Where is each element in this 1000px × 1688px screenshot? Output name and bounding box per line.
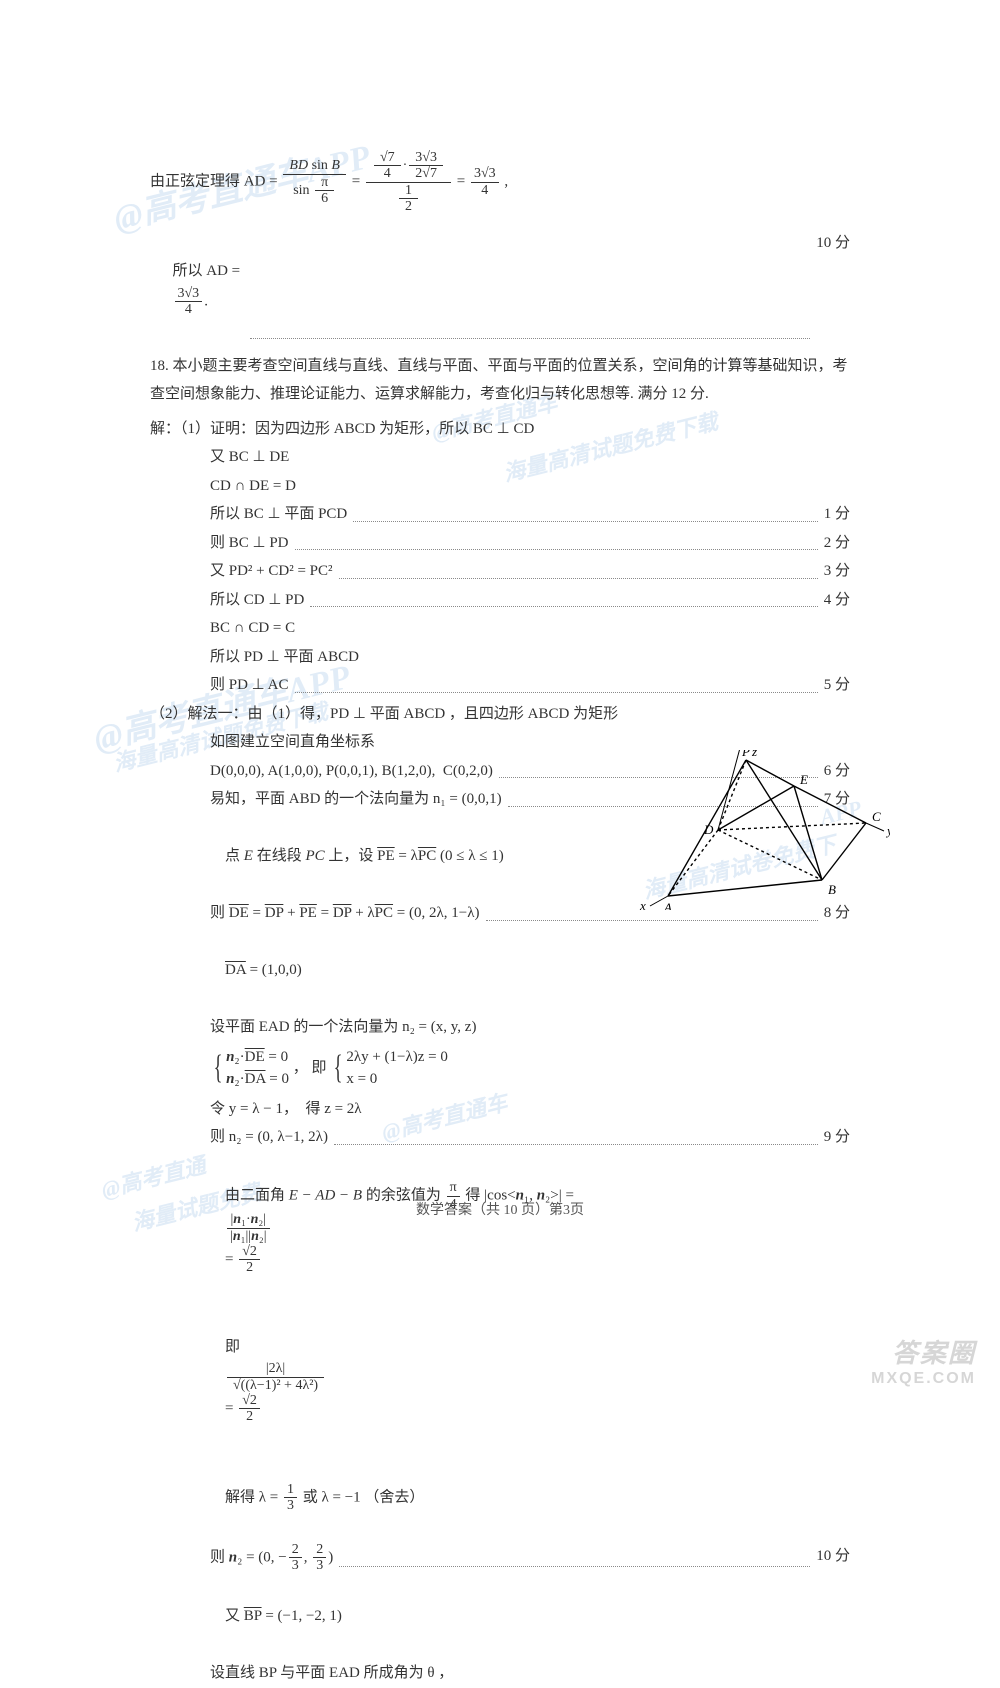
l-pd2: 又 PD² + CD² = PC² 3 分: [150, 557, 850, 586]
n2-result: 则 n₂ = (0, λ−1, 2λ) 9 分: [150, 1123, 850, 1152]
sol2-lead: （2）解法一：由（1）得，PD ⊥ 平面 ABCD ，且四边形 ABCD 为矩形: [150, 700, 850, 729]
solve-lambda: 解得 λ = 13 或 λ = −1 （舍去）: [150, 1453, 850, 1542]
ie-eq: 即 |2λ|√((λ−1)² + 4λ²) = √22: [150, 1304, 850, 1453]
l-bc-cap: BC ∩ CD = C: [150, 614, 850, 643]
svg-text:D: D: [703, 822, 714, 837]
l-bc-pcd: 所以 BC ⊥ 平面 PCD 1 分: [150, 500, 850, 529]
sol1-lead: 解：（1）证明：因为四边形 ABCD 为矩形，所以 BC ⊥ CD: [150, 415, 850, 444]
deriv-prefix: 由正弦定理得 AD =: [150, 174, 281, 190]
angle-setup: 设直线 BP 与平面 EAD 所成角为 θ ，: [150, 1659, 850, 1688]
line-ad-result: 所以 AD = 3√34. 10 分: [150, 229, 850, 346]
spatial-figure: z y x D A B C P E: [630, 750, 890, 910]
svg-text:C: C: [872, 809, 881, 824]
l-bc-de: 又 BC ⊥ DE: [150, 443, 850, 472]
bp-vector: 又 BP = (−1, −2, 1): [150, 1574, 850, 1660]
l-cd-pd: 所以 CD ⊥ PD 4 分: [150, 586, 850, 615]
l-pd-ac: 则 PD ⊥ AC 5 分: [150, 671, 850, 700]
frac-left: BD sin B sin π6: [283, 158, 346, 206]
l-cd-de: CD ∩ DE = D: [150, 472, 850, 501]
l-pd-abcd: 所以 PD ⊥ 平面 ABCD: [150, 643, 850, 672]
let-y: 令 y = λ − 1， 得 z = 2λ: [150, 1095, 850, 1124]
svg-text:P: P: [741, 750, 750, 759]
page-footer: 数学答案（共 10 页）第3页: [0, 1199, 1000, 1219]
l-bc-pd: 则 BC ⊥ PD 2 分: [150, 529, 850, 558]
n2-setup: 设平面 EAD 的一个法向量为 n₂ = (x, y, z): [150, 1013, 850, 1042]
deriv-suffix: ,: [504, 174, 508, 190]
dihedral: 由二面角 E − AD − B 的余弦值为 π4 得 |cos<n₁, n₂>|…: [150, 1152, 850, 1304]
frac-mid: √74·3√32√7 12: [366, 150, 451, 215]
svg-text:E: E: [799, 772, 808, 787]
svg-text:A: A: [663, 900, 672, 910]
derivation-sine-theorem: 由正弦定理得 AD = BD sin B sin π6 = √74·3√32√7…: [150, 150, 850, 215]
svg-text:x: x: [639, 898, 646, 910]
corner-watermark: 答案圈 MXQE.COM: [871, 1338, 976, 1388]
problem-18-header: 18. 本小题主要考查空间直线与直线、直线与平面、平面与平面的位置关系，空间角的…: [150, 352, 850, 409]
svg-text:y: y: [885, 823, 890, 838]
svg-text:B: B: [828, 882, 836, 897]
svg-text:z: z: [751, 750, 757, 759]
frac-result: 3√34: [471, 166, 499, 198]
score-10: 10 分: [816, 229, 850, 346]
n2-final: 则 n₂ = (0, −23, 23) 10 分: [150, 1542, 850, 1574]
system-brace: { n₂·DE = 0 n₂·DA = 0 ， 即 { 2λy + (1−λ)z…: [150, 1046, 850, 1091]
da-expr: DA = (1,0,0): [150, 928, 850, 1014]
